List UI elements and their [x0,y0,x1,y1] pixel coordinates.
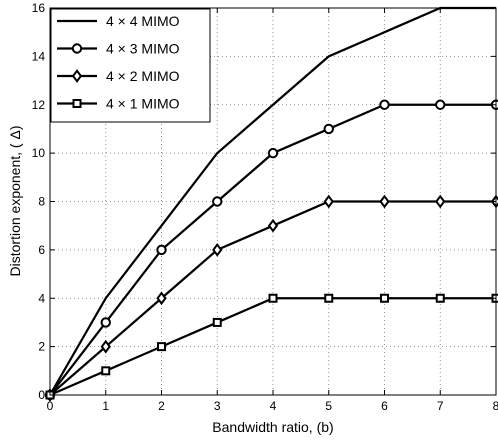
x-tick-label: 2 [158,399,165,413]
x-tick-label: 3 [214,399,221,413]
legend-label: 4 × 2 MIMO [106,68,180,84]
series-layer [44,6,498,402]
data-point [435,99,446,110]
x-tick-label: 0 [47,399,54,413]
legend-item: 4 × 1 MIMO [57,96,180,112]
data-point [380,293,389,303]
x-tick-label: 1 [102,399,109,413]
legend: 4 × 4 MIMO 4 × 3 MIMO 4 × 2 MIMO 4 × 1 MIMO [50,8,211,123]
x-tick-label: 5 [325,399,332,413]
x-tick-label: 4 [270,399,277,413]
data-point [101,366,111,376]
x-axis-label: Bandwidth ratio, (b) [212,419,333,435]
data-point [212,317,222,327]
legend-item: 4 × 4 MIMO [57,13,180,29]
data-point [435,293,445,303]
x-tick-label: 6 [381,399,388,413]
series-1 [49,6,496,396]
y-axis-label: Distortion exponent, ( Δ) [7,126,23,277]
data-point [156,291,167,306]
data-point [379,194,390,209]
y-tick-label: 0 [38,388,45,402]
y-tick-label: 14 [32,49,46,63]
y-tick-label: 8 [38,195,45,209]
data-point [324,293,334,303]
y-tick-label: 10 [32,146,46,160]
legend-marker [71,69,83,83]
data-point [157,342,166,352]
legend-label: 4 × 4 MIMO [106,13,180,29]
y-tick-label: 4 [38,291,45,305]
x-tick-label: 7 [437,399,444,413]
legend-label: 4 × 3 MIMO [106,41,180,57]
data-point [156,244,167,256]
data-point [435,194,446,209]
y-tick-label: 6 [38,243,45,257]
data-point [268,293,278,303]
x-tick-label: 8 [493,399,498,413]
legend-item: 4 × 2 MIMO [57,68,180,84]
data-point [212,196,223,207]
y-tick-label: 12 [32,98,46,112]
legend-label: 4 × 1 MIMO [106,96,180,112]
data-point [267,218,279,233]
data-point [323,194,334,209]
y-tick-label: 16 [32,1,46,15]
y-tick-label: 2 [38,340,45,354]
data-point [100,317,111,328]
legend-item: 4 × 3 MIMO [57,41,180,57]
series-4 [45,293,498,400]
plot-frame [49,7,497,396]
data-point [212,243,223,257]
legend-marker [71,43,83,54]
data-point [100,339,111,354]
data-point [267,147,279,159]
data-point [323,123,334,135]
data-point [379,99,390,110]
series-line [49,6,496,396]
legend-marker [72,99,82,108]
